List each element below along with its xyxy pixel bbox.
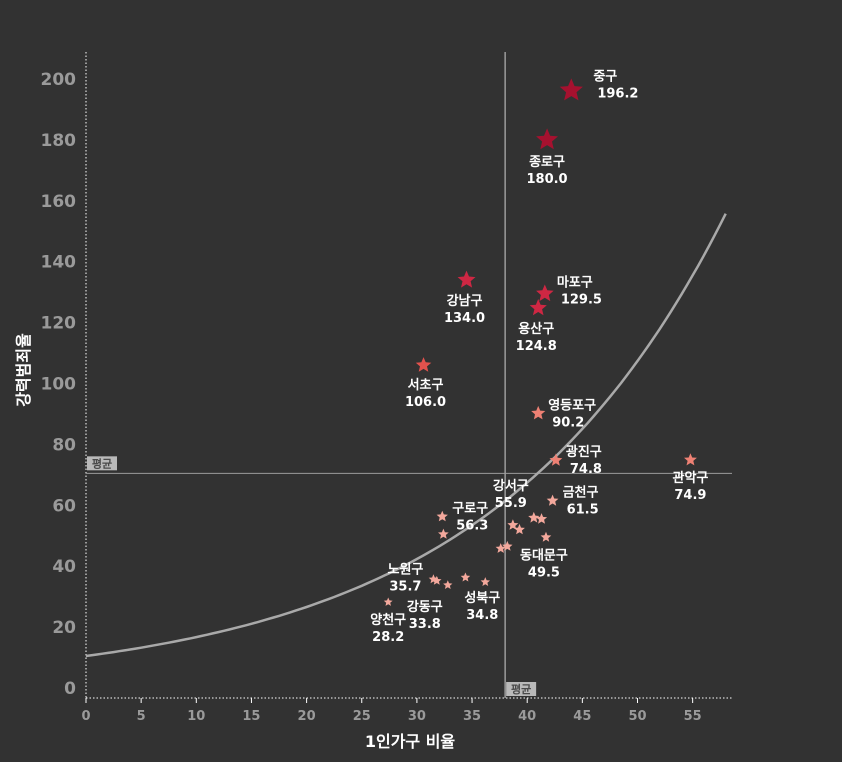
y-tick-label: 180 — [41, 131, 77, 151]
point-value-label: 124.8 — [516, 339, 557, 354]
data-point-star — [383, 597, 393, 606]
mean-x-tag: 평균 — [511, 682, 531, 696]
point-name-label: 중구 — [593, 70, 617, 85]
data-point-star — [529, 299, 547, 316]
data-point-star — [415, 357, 432, 372]
x-axis-title: 1인가구 비율 — [365, 732, 456, 751]
data-point-star — [432, 575, 442, 585]
x-tick-label: 5 — [137, 709, 146, 724]
data-point-star — [684, 453, 697, 466]
point-name-label: 양천구 — [370, 613, 406, 628]
point-value-label: 56.3 — [456, 519, 488, 534]
point-name-label: 관악구 — [672, 470, 708, 486]
data-point-star — [438, 528, 449, 539]
x-tick-label: 45 — [573, 709, 591, 724]
point-value-label: 90.2 — [552, 415, 584, 430]
data-point-star — [528, 511, 540, 523]
y-axis-title: 강력범죄율 — [14, 333, 33, 407]
y-tick-label: 20 — [52, 618, 76, 638]
data-point-star — [540, 531, 552, 542]
data-point-star — [443, 580, 453, 589]
point-name-label: 금천구 — [563, 486, 599, 501]
mean-y-tag-bg — [87, 456, 117, 471]
data-point-star — [507, 519, 519, 530]
y-tick-label: 160 — [41, 192, 77, 212]
point-name-label: 강남구 — [447, 293, 483, 309]
point-value-label: 129.5 — [561, 293, 602, 308]
x-tick-label: 20 — [298, 709, 316, 724]
point-value-label: 33.8 — [409, 617, 441, 632]
point-value-label: 196.2 — [597, 87, 638, 102]
point-name-label: 서초구 — [408, 378, 444, 393]
point-value-label: 28.2 — [372, 630, 404, 645]
data-point-star — [480, 577, 490, 586]
data-point-star — [502, 540, 513, 551]
point-value-label: 74.8 — [570, 462, 602, 477]
point-name-label: 강동구 — [407, 599, 443, 615]
data-point-star — [514, 523, 525, 535]
point-name-label: 구로구 — [452, 502, 488, 517]
point-value-label: 106.0 — [405, 395, 446, 410]
y-tick-label: 40 — [52, 557, 76, 577]
point-name-label: 종로구 — [529, 155, 565, 170]
x-tick-label: 15 — [242, 709, 260, 724]
x-tick-label: 35 — [463, 709, 481, 724]
y-tick-label: 0 — [64, 679, 76, 699]
y-tick-label: 80 — [52, 435, 76, 455]
data-point-star — [531, 405, 546, 420]
data-point-star — [495, 543, 506, 553]
point-value-label: 134.0 — [444, 311, 485, 326]
x-tick-label: 0 — [81, 709, 90, 724]
data-point-star — [536, 128, 558, 150]
point-name-label: 광진구 — [566, 444, 602, 460]
data-point-star — [536, 513, 548, 524]
point-value-label: 34.8 — [466, 608, 498, 623]
point-value-label: 74.9 — [674, 488, 706, 503]
mean-y-tag: 평균 — [92, 456, 112, 470]
point-name-label: 성북구 — [464, 591, 500, 606]
data-point-star — [460, 572, 471, 582]
point-value-label: 61.5 — [567, 503, 599, 518]
x-tick-label: 50 — [628, 709, 646, 724]
point-name-label: 동대문구 — [520, 548, 568, 563]
x-tick-label: 10 — [187, 709, 205, 724]
trend-curve — [85, 213, 727, 658]
y-tick-label: 100 — [41, 375, 77, 395]
point-name-label: 강서구 — [493, 478, 529, 494]
y-tick-label: 140 — [41, 253, 77, 273]
data-point-star — [559, 78, 583, 101]
point-labels: 중구 196.2 종로구 180.0 강남구 134.0 마포구 129.5 용산구 124.8 서… — [370, 70, 708, 646]
y-tick-label: 200 — [41, 70, 77, 90]
x-tick-label: 25 — [353, 709, 371, 724]
mean-x-tag-bg — [506, 682, 537, 696]
x-tick-label: 40 — [518, 709, 536, 724]
x-tick-label: 55 — [684, 709, 702, 724]
point-value-label: 49.5 — [528, 565, 560, 580]
x-tick-label: 30 — [408, 709, 426, 724]
data-point-star — [436, 510, 448, 522]
data-point-star — [457, 270, 476, 288]
point-name-label: 마포구 — [557, 275, 593, 291]
point-name-label: 노원구 — [387, 562, 423, 577]
trend-curve-path — [85, 213, 727, 658]
data-point-star — [546, 494, 559, 506]
data-point-star — [536, 284, 554, 302]
point-name-label: 영등포구 — [548, 398, 596, 413]
point-name-label: 용산구 — [518, 321, 554, 337]
point-value-label: 55.9 — [495, 496, 527, 511]
axes: 0 5 10 15 20 25 30 35 40 45 50 55 0 20 40 60 80 100 120 140… — [41, 52, 732, 724]
y-tick-label: 60 — [52, 496, 76, 516]
point-value-label: 180.0 — [526, 172, 567, 187]
data-point-star — [549, 453, 563, 466]
y-tick-label: 120 — [41, 314, 77, 334]
point-value-label: 35.7 — [389, 579, 421, 594]
data-points — [383, 78, 697, 606]
